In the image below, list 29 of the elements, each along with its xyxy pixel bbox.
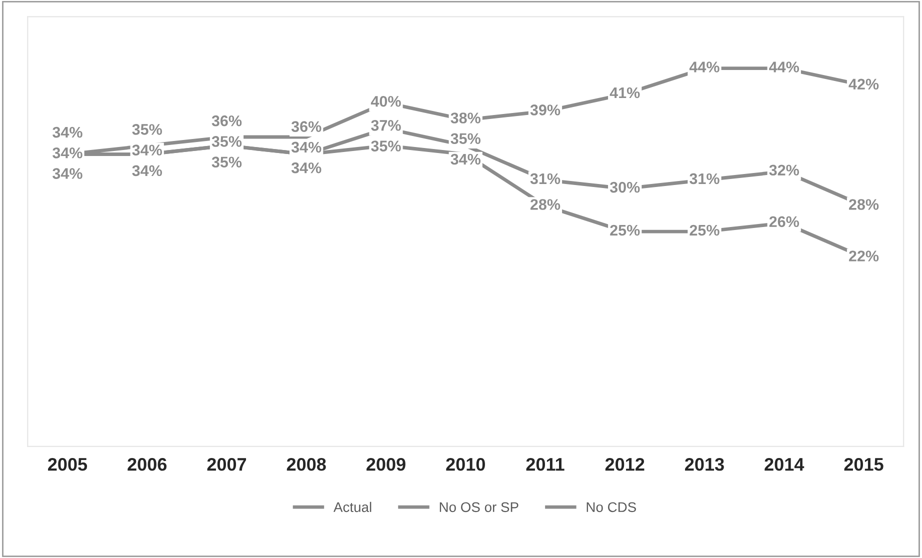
- data-label: 28%: [848, 199, 879, 210]
- x-tick-label: 2008: [286, 458, 326, 471]
- x-tick-label: 2009: [366, 458, 406, 471]
- x-tick-label: 2011: [526, 458, 564, 471]
- legend-label: Actual: [334, 502, 372, 512]
- data-label: 35%: [212, 156, 242, 168]
- data-label: 37%: [371, 120, 401, 131]
- x-tick-label: 2010: [446, 458, 485, 471]
- x-tick-label: 2013: [685, 458, 724, 471]
- data-label: 35%: [212, 136, 242, 147]
- legend-label: No CDS: [586, 502, 636, 512]
- x-tick-label: 2006: [128, 458, 167, 471]
- x-tick-label: 2012: [605, 458, 644, 471]
- x-tick-label: 2015: [844, 458, 884, 471]
- x-tick-label: 2007: [207, 458, 246, 471]
- data-label: 35%: [132, 124, 162, 135]
- data-label: 34%: [52, 168, 82, 179]
- data-label: 34%: [291, 162, 322, 174]
- data-label: 34%: [52, 126, 82, 138]
- data-label: 34%: [132, 165, 162, 176]
- data-label: 34%: [450, 154, 480, 165]
- data-label: 36%: [291, 121, 322, 132]
- x-tick-label: 2005: [48, 458, 88, 471]
- legend-label: No OS or SP: [440, 502, 518, 512]
- x-tick-label: 2014: [764, 458, 804, 471]
- data-label: 34%: [291, 142, 322, 153]
- data-label: 36%: [212, 115, 242, 126]
- data-label: 34%: [132, 144, 162, 156]
- data-label: 35%: [450, 133, 480, 144]
